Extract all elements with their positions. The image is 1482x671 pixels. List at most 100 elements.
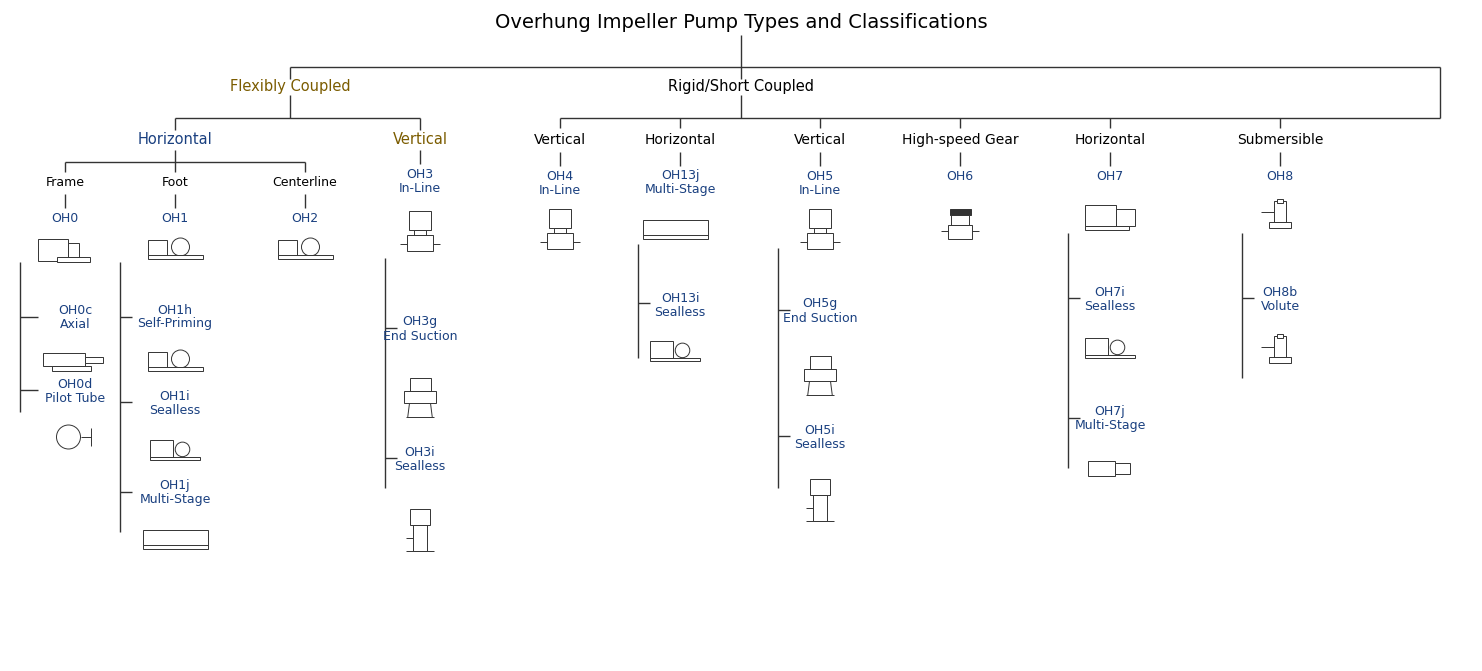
Text: Multi-Stage: Multi-Stage xyxy=(1074,419,1146,433)
Text: In-Line: In-Line xyxy=(799,183,842,197)
Text: Sealless: Sealless xyxy=(150,403,200,417)
Text: Vertical: Vertical xyxy=(534,133,585,147)
Text: OH2: OH2 xyxy=(292,211,319,225)
Text: Multi-Stage: Multi-Stage xyxy=(139,493,210,507)
Bar xyxy=(809,209,831,227)
Bar xyxy=(1085,225,1129,230)
Text: High-speed Gear: High-speed Gear xyxy=(901,133,1018,147)
Bar xyxy=(277,256,332,259)
Bar xyxy=(411,509,430,525)
Text: OH7i: OH7i xyxy=(1095,285,1125,299)
Text: OH4: OH4 xyxy=(547,170,574,183)
Bar xyxy=(52,366,90,371)
Circle shape xyxy=(301,238,320,256)
Text: Sealless: Sealless xyxy=(1085,299,1135,313)
Bar xyxy=(1277,199,1283,203)
Text: Multi-Stage: Multi-Stage xyxy=(645,183,716,197)
Bar xyxy=(1085,205,1116,225)
Bar xyxy=(809,356,830,369)
Text: Sealless: Sealless xyxy=(794,437,846,450)
Text: Pilot Tube: Pilot Tube xyxy=(44,391,105,405)
Text: Overhung Impeller Pump Types and Classifications: Overhung Impeller Pump Types and Classif… xyxy=(495,13,987,32)
Text: OH7j: OH7j xyxy=(1095,405,1125,419)
Text: Axial: Axial xyxy=(59,317,90,331)
Text: OH3: OH3 xyxy=(406,168,434,180)
Text: Frame: Frame xyxy=(46,176,84,189)
Text: OH6: OH6 xyxy=(947,170,974,183)
Circle shape xyxy=(56,425,80,449)
Bar xyxy=(1269,357,1291,362)
Text: OH0c: OH0c xyxy=(58,303,92,317)
Text: Horizontal: Horizontal xyxy=(1074,133,1146,147)
Bar xyxy=(547,234,572,249)
Bar xyxy=(643,220,707,236)
Circle shape xyxy=(175,442,190,457)
Text: OH1i: OH1i xyxy=(160,389,190,403)
Text: OH5g: OH5g xyxy=(802,297,837,311)
Bar xyxy=(1085,355,1135,358)
Bar xyxy=(1116,209,1135,225)
Circle shape xyxy=(676,343,689,358)
Text: OH13j: OH13j xyxy=(661,170,700,183)
Bar xyxy=(37,239,68,261)
Text: OH7: OH7 xyxy=(1097,170,1123,183)
Text: OH5: OH5 xyxy=(806,170,833,183)
Bar xyxy=(814,495,827,521)
Bar xyxy=(43,353,84,366)
Text: Horizontal: Horizontal xyxy=(645,133,716,147)
Text: Vertical: Vertical xyxy=(794,133,846,147)
Bar xyxy=(408,236,433,251)
Bar xyxy=(150,457,200,460)
Text: Sealless: Sealless xyxy=(655,305,705,319)
Bar xyxy=(1275,201,1286,222)
Bar xyxy=(142,530,207,546)
Bar xyxy=(643,235,707,239)
Bar xyxy=(56,256,90,262)
Text: OH13i: OH13i xyxy=(661,291,700,305)
Text: OH8: OH8 xyxy=(1267,170,1294,183)
Circle shape xyxy=(172,350,190,368)
Text: Self-Priming: Self-Priming xyxy=(138,317,212,331)
Bar xyxy=(148,240,167,256)
Bar xyxy=(808,234,833,249)
Text: OH5i: OH5i xyxy=(805,423,836,437)
Bar xyxy=(277,240,296,256)
Text: In-Line: In-Line xyxy=(399,181,442,195)
Bar xyxy=(150,440,172,457)
Bar xyxy=(950,209,971,215)
Bar xyxy=(815,227,825,234)
Text: Foot: Foot xyxy=(162,176,188,189)
Text: OH1h: OH1h xyxy=(157,303,193,317)
Bar xyxy=(554,227,566,234)
Circle shape xyxy=(172,238,190,256)
Text: Submersible: Submersible xyxy=(1237,133,1323,147)
Text: Horizontal: Horizontal xyxy=(138,132,212,148)
Bar xyxy=(148,352,167,368)
Bar xyxy=(1275,336,1286,357)
Text: Vertical: Vertical xyxy=(393,132,448,148)
Bar xyxy=(1085,338,1107,355)
Bar xyxy=(951,215,969,225)
Bar xyxy=(409,378,430,391)
Bar xyxy=(651,358,700,361)
Bar xyxy=(1269,222,1291,227)
Bar xyxy=(805,369,836,381)
Bar xyxy=(548,209,571,227)
Bar xyxy=(1277,334,1283,338)
Text: OH8b: OH8b xyxy=(1263,285,1298,299)
Text: Centerline: Centerline xyxy=(273,176,338,189)
Text: OH0: OH0 xyxy=(52,211,79,225)
Text: OH1j: OH1j xyxy=(160,480,190,493)
Text: Sealless: Sealless xyxy=(394,460,446,472)
Text: Rigid/Short Coupled: Rigid/Short Coupled xyxy=(668,79,814,95)
Bar xyxy=(142,545,207,549)
Text: Flexibly Coupled: Flexibly Coupled xyxy=(230,79,350,95)
Bar xyxy=(415,229,425,236)
Text: In-Line: In-Line xyxy=(539,183,581,197)
Bar xyxy=(1088,461,1114,476)
Text: OH0d: OH0d xyxy=(58,378,92,391)
Text: OH3i: OH3i xyxy=(405,446,436,458)
Text: OH3g: OH3g xyxy=(403,315,437,329)
Bar xyxy=(651,342,673,358)
Text: OH1: OH1 xyxy=(162,211,188,225)
